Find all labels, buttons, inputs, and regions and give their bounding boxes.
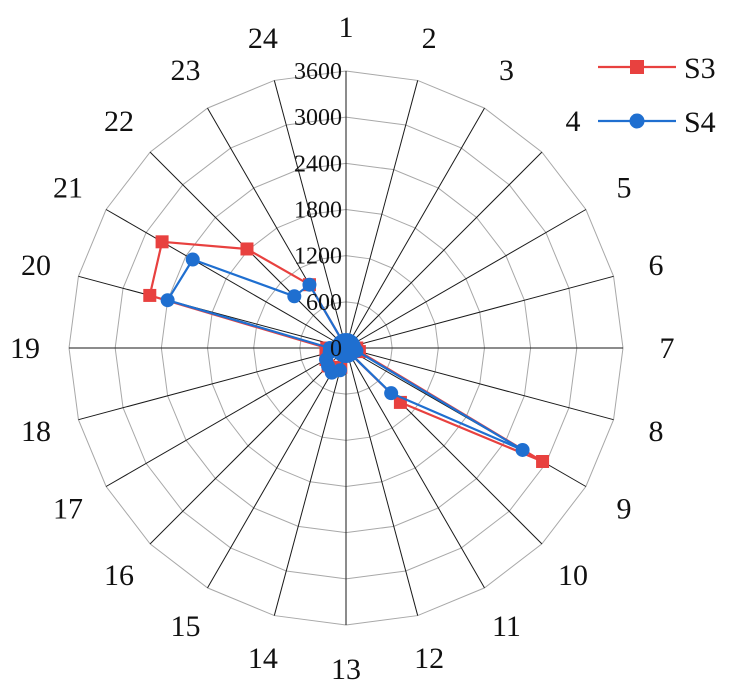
grid-layer bbox=[68, 70, 624, 626]
point-S3-21 bbox=[155, 235, 169, 249]
radial-tick-label-2400: 2400 bbox=[294, 151, 342, 177]
category-label-3: 3 bbox=[499, 54, 514, 87]
category-label-12: 12 bbox=[414, 642, 444, 675]
category-label-20: 20 bbox=[21, 249, 51, 282]
point-S4-10 bbox=[384, 386, 399, 401]
legend: S3 S4 bbox=[598, 52, 716, 139]
legend-marker-S4 bbox=[629, 113, 645, 129]
spoke-11 bbox=[345, 347, 485, 589]
category-label-11: 11 bbox=[492, 610, 521, 643]
category-label-4: 4 bbox=[565, 105, 580, 138]
category-label-7: 7 bbox=[660, 332, 675, 365]
spoke-15 bbox=[207, 347, 347, 589]
category-label-8: 8 bbox=[649, 415, 664, 448]
radial-tick-label-1200: 1200 bbox=[294, 244, 342, 270]
point-S3-20 bbox=[143, 288, 157, 302]
spoke-17 bbox=[105, 347, 347, 487]
point-S3-22 bbox=[240, 242, 254, 256]
point-S4-22 bbox=[287, 289, 302, 304]
spoke-4 bbox=[345, 151, 543, 349]
spoke-16 bbox=[149, 347, 347, 545]
radial-tick-label-600: 600 bbox=[306, 290, 342, 316]
category-label-22: 22 bbox=[104, 105, 134, 138]
spoke-18 bbox=[78, 347, 347, 421]
spoke-20 bbox=[78, 275, 347, 349]
spoke-2 bbox=[345, 80, 419, 349]
category-label-1: 1 bbox=[339, 11, 354, 44]
point-S4-9 bbox=[515, 442, 530, 457]
spoke-3 bbox=[345, 107, 485, 349]
spoke-6 bbox=[345, 275, 614, 349]
legend-label-S4: S4 bbox=[684, 106, 716, 139]
category-label-21: 21 bbox=[53, 172, 83, 205]
legend-item-S3: S3 bbox=[598, 52, 716, 85]
radial-tick-label-1800: 1800 bbox=[294, 198, 342, 224]
spoke-21 bbox=[105, 209, 347, 349]
legend-item-S4: S4 bbox=[598, 106, 716, 139]
spoke-24 bbox=[273, 80, 347, 349]
category-label-23: 23 bbox=[171, 54, 201, 87]
spoke-12 bbox=[345, 347, 419, 616]
category-label-15: 15 bbox=[171, 610, 201, 643]
radial-tick-label-3600: 3600 bbox=[294, 59, 342, 85]
series-layer bbox=[143, 235, 550, 468]
spoke-14 bbox=[273, 347, 347, 616]
category-label-16: 16 bbox=[104, 559, 134, 592]
category-label-9: 9 bbox=[616, 493, 631, 526]
category-label-2: 2 bbox=[422, 22, 437, 55]
legend-label-S3: S3 bbox=[684, 52, 716, 85]
category-label-14: 14 bbox=[248, 642, 278, 675]
point-S4-23 bbox=[302, 277, 317, 292]
category-label-17: 17 bbox=[53, 493, 83, 526]
category-label-5: 5 bbox=[616, 172, 631, 205]
point-S4-21 bbox=[185, 252, 200, 267]
category-label-24: 24 bbox=[248, 22, 278, 55]
spoke-5 bbox=[345, 209, 587, 349]
label-layer: 1 234567891011121314151617181920212223240… bbox=[10, 11, 675, 686]
point-S4-20 bbox=[160, 293, 175, 308]
radial-tick-label-3000: 3000 bbox=[294, 105, 342, 131]
spoke-8 bbox=[345, 347, 614, 421]
legend-marker-S3 bbox=[630, 60, 644, 74]
radial-tick-label-0: 0 bbox=[330, 336, 342, 362]
category-label-18: 18 bbox=[21, 415, 51, 448]
category-label-13: 13 bbox=[331, 653, 361, 686]
category-label-6: 6 bbox=[649, 249, 664, 282]
category-label-19: 19 bbox=[10, 332, 40, 365]
center-cluster bbox=[331, 333, 361, 363]
point-S3-9 bbox=[536, 454, 550, 468]
category-label-10: 10 bbox=[558, 559, 588, 592]
